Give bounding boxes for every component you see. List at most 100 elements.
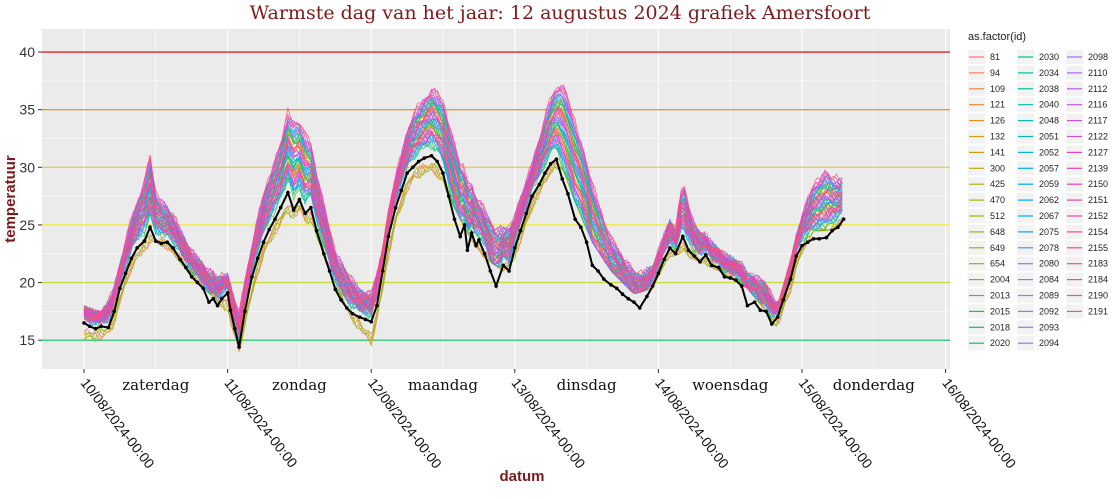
highlight-point <box>154 239 158 243</box>
legend-label: 2048 <box>1039 116 1059 126</box>
highlight-point <box>314 228 319 233</box>
highlight-point <box>739 284 744 288</box>
chart-title: Warmste dag van het jaar: 12 augustus 20… <box>249 2 871 24</box>
y-tick-label: 40 <box>19 44 35 60</box>
highlight-point <box>159 241 164 246</box>
legend-label: 648 <box>990 227 1005 237</box>
highlight-point <box>286 190 290 195</box>
legend-label: 2112 <box>1088 84 1107 94</box>
legend-label: 2018 <box>990 322 1010 332</box>
highlight-point <box>716 265 721 270</box>
highlight-point <box>477 238 481 242</box>
x-tick-label: 16/08/2024-00:00 <box>939 375 1019 472</box>
highlight-point <box>462 223 467 227</box>
highlight-series <box>82 153 846 349</box>
highlight-point <box>201 286 205 291</box>
highlight-point <box>135 246 139 250</box>
station-line <box>83 126 843 335</box>
highlight-point <box>673 251 678 256</box>
legend-label: 470 <box>990 195 1005 205</box>
legend-label: 2080 <box>1039 259 1059 269</box>
highlight-point <box>620 292 625 296</box>
highlight-point <box>327 269 332 273</box>
y-tick-label: 25 <box>19 217 35 233</box>
legend-label: 2184 <box>1088 275 1108 285</box>
highlight-point <box>632 300 636 304</box>
legend-label: 2078 <box>1039 243 1059 253</box>
y-tick-label: 35 <box>19 102 35 118</box>
x-axis-title: datum <box>500 468 545 485</box>
highlight-point <box>220 296 224 301</box>
legend-label: 2092 <box>1039 306 1059 316</box>
highlight-point <box>513 246 517 250</box>
highlight-point <box>596 269 600 273</box>
highlight-point <box>309 205 313 210</box>
highlight-point <box>416 159 421 164</box>
highlight-point <box>645 294 649 299</box>
legend-label: 2117 <box>1088 116 1107 126</box>
highlight-point <box>681 234 685 239</box>
highlight-point <box>788 277 793 281</box>
highlight-point <box>357 315 362 319</box>
highlight-point <box>662 257 666 262</box>
legend-label: 2190 <box>1088 291 1108 301</box>
highlight-point <box>375 303 379 308</box>
day-labels: zaterdag zondag maandag dinsdag woensdag dond… <box>122 376 915 394</box>
legend-label: 2151 <box>1088 195 1108 205</box>
highlight-point <box>297 197 302 202</box>
highlight-point <box>637 306 642 310</box>
legend-label: 2034 <box>1039 68 1059 78</box>
legend-label: 2098 <box>1088 52 1108 62</box>
station-line <box>83 86 843 321</box>
legend-label: 2067 <box>1039 211 1059 221</box>
highlight-point <box>99 324 104 329</box>
day-label: maandag <box>408 376 478 394</box>
highlight-point <box>250 274 254 279</box>
legend-label: 2051 <box>1039 132 1059 142</box>
highlight-point <box>566 192 570 196</box>
reference-lines <box>42 51 950 341</box>
highlight-point <box>474 243 478 248</box>
highlight-point <box>267 227 272 232</box>
legend-label: 2052 <box>1039 147 1059 157</box>
station-line <box>83 86 843 320</box>
highlight-point <box>686 248 691 253</box>
station-series <box>83 84 843 352</box>
legend-title: as.factor(id) <box>968 31 1026 43</box>
highlight-point <box>225 291 230 295</box>
highlight-point <box>537 182 542 187</box>
day-label: dinsdag <box>557 376 617 394</box>
highlight-point <box>171 246 175 250</box>
legend-label: 81 <box>990 52 1000 62</box>
highlight-point <box>441 171 445 175</box>
highlight-point <box>112 309 116 314</box>
highlight-point <box>482 251 487 256</box>
highlight-point <box>148 225 152 230</box>
legend: as.factor(id) 81 94 109 121 126 132 141 300 425 4… <box>968 31 1108 351</box>
legend-label: 2059 <box>1039 179 1059 189</box>
legend-label: 2040 <box>1039 100 1059 110</box>
highlight-point <box>609 283 613 287</box>
legend-label: 126 <box>990 116 1005 126</box>
highlight-point <box>243 309 247 314</box>
highlight-point <box>579 225 583 230</box>
highlight-point <box>698 260 702 264</box>
highlight-point <box>781 298 786 302</box>
highlight-point <box>469 231 474 235</box>
highlight-point <box>363 317 368 322</box>
highlight-point <box>303 211 307 216</box>
highlight-point <box>584 240 589 245</box>
legend-label: 2127 <box>1088 147 1108 157</box>
highlight-point <box>273 217 277 221</box>
highlight-point <box>758 308 763 313</box>
highlight-point <box>322 251 326 256</box>
highlight-point <box>278 205 283 210</box>
highlight-point <box>817 236 822 241</box>
highlight-point <box>458 234 463 239</box>
day-label: zondag <box>272 376 327 394</box>
highlight-point <box>422 156 427 160</box>
highlight-point <box>824 235 829 240</box>
legend-label: 2155 <box>1088 243 1108 253</box>
legend-label: 2191 <box>1088 306 1108 316</box>
